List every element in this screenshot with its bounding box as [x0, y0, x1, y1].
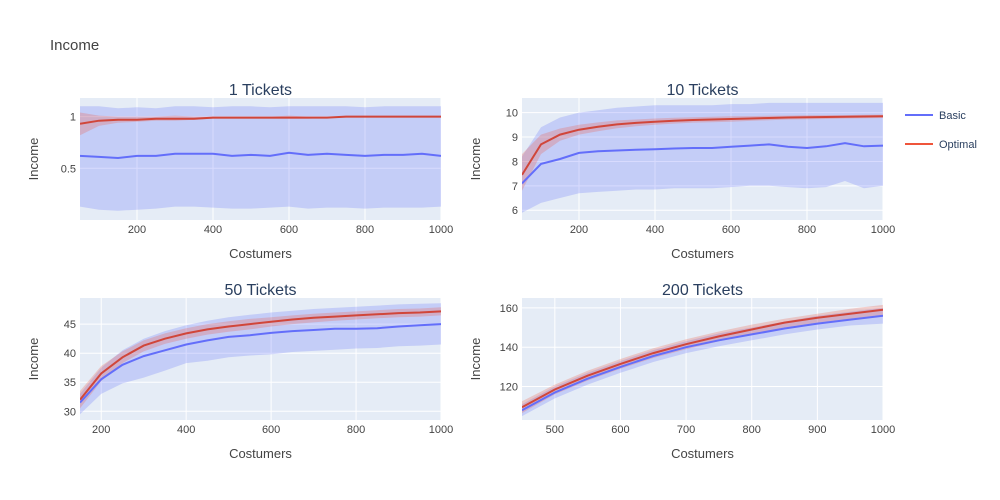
x-axis-title: Costumers	[229, 246, 292, 261]
plot-area	[80, 298, 441, 420]
y-tick-label: 140	[500, 342, 518, 354]
confidence-band-basic	[80, 303, 441, 415]
subplot-title: 10 Tickets	[666, 82, 738, 99]
plot-area	[522, 298, 883, 420]
x-tick-label: 700	[677, 424, 695, 436]
x-tick-label: 200	[92, 424, 110, 436]
x-tick-label: 600	[262, 424, 280, 436]
legend-item-basic[interactable]: Basic	[905, 110, 966, 122]
series-line-basic	[522, 314, 883, 412]
subplot-2: 200 400 600 800 1000 6 7 8 9 10 10 Tickets Costumer…	[468, 82, 895, 261]
series-line-basic	[80, 151, 441, 160]
figure-title: Income	[50, 37, 99, 54]
subplot-title: 1 Tickets	[229, 82, 292, 99]
legend[interactable]: Basic Optimal	[905, 110, 977, 151]
y-tick-label: 9	[512, 132, 518, 144]
series-group	[522, 304, 883, 417]
y-tick-label: 6	[512, 205, 518, 217]
subplots: 200 400 600 800 1000 0.5 1 1 Tickets Costumers In…	[26, 82, 895, 461]
x-tick-label: 600	[611, 424, 629, 436]
x-axis-title: Costumers	[671, 446, 734, 461]
x-tick-label: 900	[808, 424, 826, 436]
subplot-title: 200 Tickets	[662, 282, 743, 299]
confidence-band-basic	[522, 307, 883, 417]
x-axis-title: Costumers	[671, 246, 734, 261]
x-tick-label: 200	[570, 224, 588, 236]
y-axis-title: Income	[468, 338, 483, 381]
y-tick-label: 1	[70, 112, 76, 124]
y-tick-label: 40	[64, 348, 76, 360]
y-tick-label: 160	[500, 303, 518, 315]
series-line-optimal	[80, 310, 441, 401]
subplot-1: 200 400 600 800 1000 0.5 1 1 Tickets Costumers In…	[26, 82, 453, 261]
x-tick-label: 1000	[429, 224, 453, 236]
y-axis-title: Income	[26, 138, 41, 181]
y-tick-label: 45	[64, 319, 76, 331]
y-tick-label: 10	[506, 108, 518, 120]
series-group	[80, 303, 441, 415]
series-line-optimal	[522, 308, 883, 409]
series-line-optimal	[80, 115, 441, 125]
x-tick-label: 800	[347, 424, 365, 436]
x-tick-label: 400	[177, 424, 195, 436]
confidence-band-basic	[522, 102, 883, 213]
y-tick-label: 120	[500, 382, 518, 394]
y-axis-title: Income	[468, 138, 483, 181]
x-tick-label: 1000	[871, 424, 895, 436]
x-tick-label: 1000	[429, 424, 453, 436]
legend-label-basic: Basic	[939, 110, 966, 122]
series-line-basic	[522, 142, 883, 185]
x-tick-label: 800	[743, 424, 761, 436]
x-tick-label: 400	[646, 224, 664, 236]
y-tick-label: 0.5	[61, 163, 76, 175]
x-tick-label: 800	[356, 224, 374, 236]
x-tick-label: 1000	[871, 224, 895, 236]
subplot-title: 50 Tickets	[224, 282, 296, 299]
y-tick-label: 30	[64, 406, 76, 418]
x-tick-label: 500	[546, 424, 564, 436]
legend-label-optimal: Optimal	[939, 139, 977, 151]
series-group	[522, 102, 883, 213]
x-axis-title: Costumers	[229, 446, 292, 461]
x-tick-label: 200	[128, 224, 146, 236]
confidence-band-optimal	[80, 307, 441, 409]
series-group	[80, 106, 441, 211]
series-line-basic	[80, 323, 441, 404]
x-tick-label: 800	[798, 224, 816, 236]
series-line-optimal	[522, 115, 883, 176]
y-tick-label: 35	[64, 377, 76, 389]
x-tick-label: 400	[204, 224, 222, 236]
plot-area	[522, 98, 883, 220]
y-tick-label: 8	[512, 156, 518, 168]
x-tick-label: 600	[280, 224, 298, 236]
subplot-3: 200 400 600 800 1000 30 35 40 45 50 Tickets Costum…	[26, 282, 453, 461]
subplot-4: 500 600 700 800 900 1000 120 140 160 200 Tickets C…	[468, 282, 895, 461]
legend-item-optimal[interactable]: Optimal	[905, 139, 977, 151]
y-axis-title: Income	[26, 338, 41, 381]
x-tick-label: 600	[722, 224, 740, 236]
confidence-band-basic	[80, 106, 441, 211]
confidence-band-optimal	[522, 304, 883, 414]
y-tick-label: 7	[512, 181, 518, 193]
